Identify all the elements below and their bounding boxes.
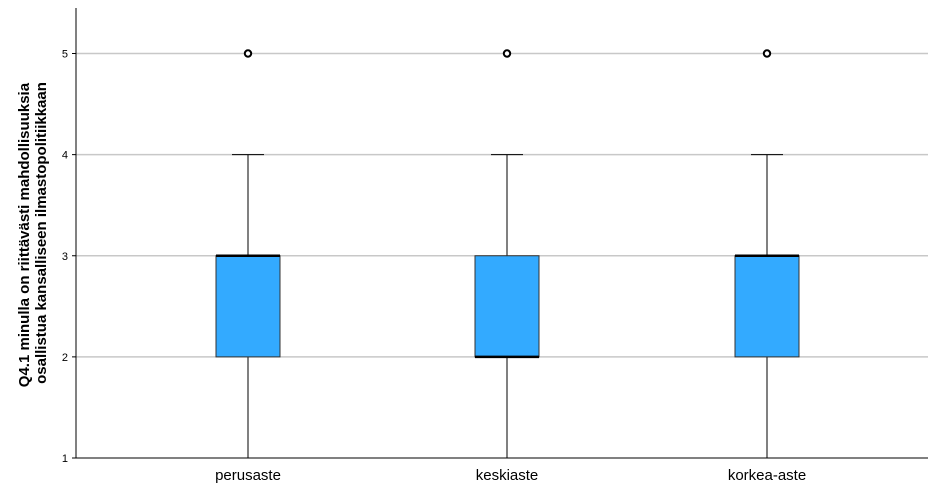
outlier-point <box>243 49 253 58</box>
y-tick-label-2: 2 <box>62 352 68 364</box>
y-axis-title-line-1: Q4.1 minulla on riittävästi mahdollisuuk… <box>16 82 33 387</box>
y-axis-title-line-2: osallistua kansalliseen ilmastopolitiikk… <box>33 82 50 384</box>
axes <box>75 8 928 459</box>
y-axis-title: Q4.1 minulla on riittävästi mahdollisuuk… <box>16 79 50 387</box>
iqr-box <box>474 255 540 358</box>
y-tick-label-1: 1 <box>62 453 68 465</box>
iqr-box <box>215 255 281 358</box>
iqr-box <box>734 255 800 358</box>
x-tick-label-perusaste: perusaste <box>215 467 281 484</box>
box-perusaste <box>215 49 281 459</box>
x-tick-labels: perusaste keskiaste korkea-aste <box>215 467 806 484</box>
x-tick-label-korkea-aste: korkea-aste <box>728 467 806 484</box>
boxes <box>215 49 800 459</box>
y-tick-label-4: 4 <box>62 150 68 162</box>
y-tick-label-3: 3 <box>62 251 68 263</box>
x-tick-label-keskiaste: keskiaste <box>476 467 539 484</box>
box-korkea-aste <box>734 49 800 459</box>
y-tick-labels: 1 2 3 4 5 <box>62 49 76 465</box>
outlier-point <box>762 49 772 58</box>
y-tick-label-5: 5 <box>62 49 68 61</box>
box-keskiaste <box>474 49 540 459</box>
outlier-point <box>502 49 512 58</box>
